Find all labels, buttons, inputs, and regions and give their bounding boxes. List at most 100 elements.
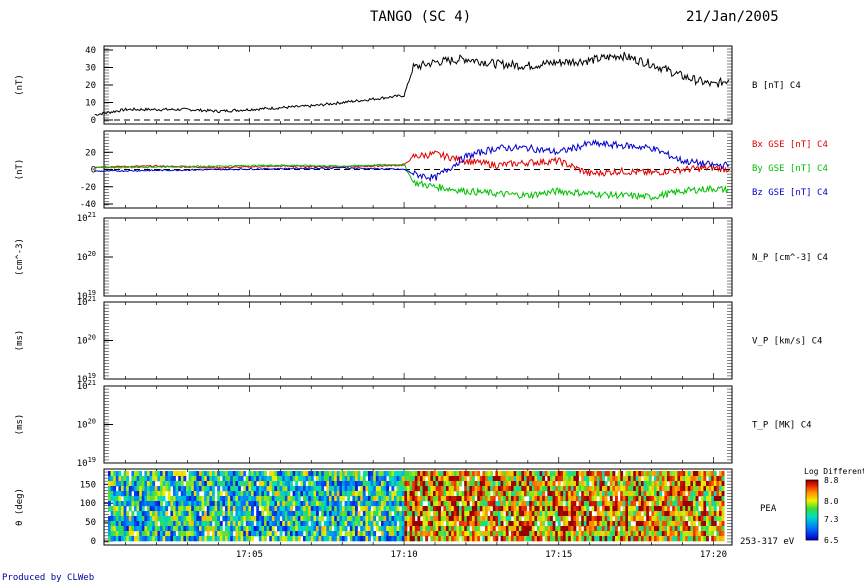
heatmap-cell [552, 491, 556, 497]
heatmap-cell [388, 476, 392, 482]
heatmap-cell [643, 471, 647, 477]
heatmap-cell [243, 526, 247, 532]
heatmap-cell [711, 471, 715, 477]
heatmap-cell [456, 506, 460, 512]
heatmap-cell [560, 516, 564, 522]
heatmap-cell [607, 501, 611, 507]
heatmap-cell [565, 476, 569, 482]
heatmap-cell [638, 506, 642, 512]
heatmap-cell [141, 491, 145, 497]
heatmap-cell [191, 501, 195, 507]
heatmap-cell [121, 476, 124, 482]
heatmap-cell [425, 526, 429, 532]
heatmap-cell [466, 506, 470, 512]
heatmap-cell [537, 536, 540, 542]
heatmap-cell [518, 491, 522, 497]
heatmap-cell [586, 471, 590, 477]
heatmap-cell [711, 526, 715, 532]
heatmap-cell [362, 526, 366, 532]
heatmap-cell [568, 471, 572, 477]
heatmap-cell [118, 496, 122, 502]
heatmap-cell [420, 491, 423, 497]
heatmap-cell [700, 501, 704, 507]
heatmap-cell [464, 536, 468, 542]
heatmap-cell [404, 486, 408, 492]
heatmap-cell [355, 531, 358, 537]
heatmap-cell [435, 506, 439, 512]
heatmap-cell [485, 486, 488, 492]
heatmap-cell [258, 526, 262, 532]
heatmap-cell [565, 526, 569, 532]
heatmap-cell [687, 481, 691, 487]
heatmap-cell [261, 526, 265, 532]
heatmap-cell [310, 476, 314, 482]
heatmap-cell [352, 496, 356, 502]
heatmap-cell [214, 476, 218, 482]
heatmap-cell [287, 486, 291, 492]
heatmap-cell [308, 536, 312, 542]
heatmap-cell [160, 481, 163, 487]
produced-by-link[interactable]: Produced by CLWeb [2, 573, 95, 583]
heatmap-cell [251, 476, 254, 482]
heatmap-cell [547, 496, 551, 502]
heatmap-cell [308, 481, 312, 487]
heatmap-cell [245, 486, 249, 492]
heatmap-cell [225, 516, 228, 522]
heatmap-cell [464, 481, 468, 487]
heatmap-cell [329, 471, 332, 477]
heatmap-cell [703, 511, 707, 517]
heatmap-cell [420, 481, 423, 487]
heatmap-cell [368, 521, 371, 527]
heatmap-cell [505, 476, 509, 482]
heatmap-cell [339, 471, 343, 477]
heatmap-cell [295, 476, 299, 482]
heatmap-cell [420, 496, 423, 502]
heatmap-cell [534, 491, 538, 497]
heatmap-cell [695, 476, 699, 482]
heatmap-cell [609, 526, 613, 532]
heatmap-cell [349, 486, 353, 492]
heatmap-cell [110, 481, 114, 487]
heatmap-cell [461, 506, 465, 512]
heatmap-cell [238, 496, 241, 502]
pea-label: PEA [760, 504, 777, 514]
heatmap-cell [196, 501, 200, 507]
heatmap-cell [381, 496, 384, 502]
heatmap-cell [243, 506, 247, 512]
heatmap-cell [188, 486, 192, 492]
heatmap-cell [349, 506, 353, 512]
heatmap-cell [635, 531, 639, 537]
heatmap-cell [687, 501, 691, 507]
heatmap-cell [706, 516, 709, 522]
heatmap-cell [290, 511, 293, 517]
heatmap-cell [674, 531, 678, 537]
heatmap-cell [326, 536, 330, 542]
heatmap-cell [321, 501, 325, 507]
heatmap-cell [264, 496, 267, 502]
heatmap-cell [633, 486, 637, 492]
heatmap-cell [240, 511, 244, 517]
heatmap-cell [617, 536, 621, 542]
heatmap-cell [511, 501, 514, 507]
heatmap-cell [641, 501, 644, 507]
heatmap-cell [706, 486, 709, 492]
heatmap-cell [277, 496, 280, 502]
heatmap-cell [687, 536, 691, 542]
heatmap-cell [157, 501, 161, 507]
heatmap-cell [500, 486, 504, 492]
heatmap-cell [648, 481, 652, 487]
heatmap-cell [115, 516, 119, 522]
heatmap-cell [287, 506, 291, 512]
heatmap-cell [620, 496, 624, 502]
heatmap-cell [581, 481, 585, 487]
heatmap-cell [420, 486, 423, 492]
heatmap-cell [651, 471, 655, 477]
heatmap-cell [173, 526, 176, 532]
heatmap-cell [310, 496, 314, 502]
heatmap-cell [128, 491, 132, 497]
heatmap-cell [433, 501, 436, 507]
heatmap-cell [407, 506, 410, 512]
heatmap-cell [511, 476, 514, 482]
colorbar-band [806, 519, 818, 521]
colorbar-band [806, 526, 818, 528]
